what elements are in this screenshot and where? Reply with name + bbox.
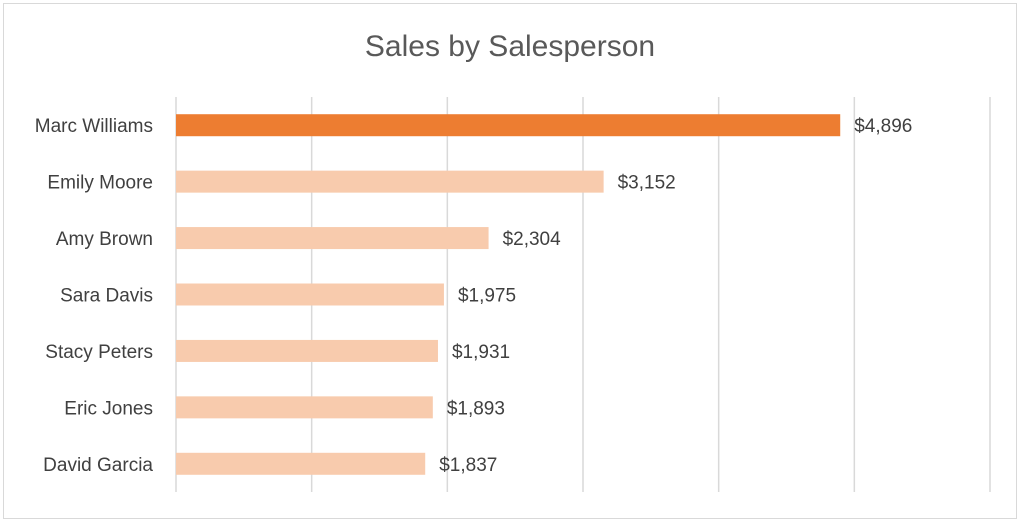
bar-eric-jones — [176, 396, 433, 419]
bars — [176, 114, 841, 475]
data-label: $2,304 — [503, 229, 562, 250]
labels: Marc Williams $4,896 Emily Moore $3,152 Amy … — [35, 116, 913, 476]
bar-amy-brown — [176, 227, 489, 250]
bar-sara-davis — [176, 283, 444, 306]
bar-stacy-peters — [176, 339, 438, 362]
chart-title: Sales by Salesperson — [365, 30, 655, 63]
data-label: $4,896 — [854, 116, 912, 137]
category-label: Stacy Peters — [45, 342, 153, 363]
chart-frame — [3, 3, 1017, 519]
category-label: Marc Williams — [35, 116, 153, 137]
category-label: Emily Moore — [47, 173, 153, 194]
category-label: Sara Davis — [60, 286, 153, 307]
data-label: $1,893 — [447, 398, 505, 419]
gridlines — [175, 97, 991, 492]
data-label: $3,152 — [618, 173, 676, 194]
bar-david-garcia — [176, 452, 426, 475]
data-label: $1,837 — [439, 455, 497, 476]
category-label: Eric Jones — [64, 398, 153, 419]
bar-marc-williams — [176, 114, 841, 137]
data-label: $1,931 — [452, 342, 510, 363]
category-label: David Garcia — [43, 455, 153, 476]
data-label: $1,975 — [458, 286, 516, 307]
category-label: Amy Brown — [56, 229, 153, 250]
bar-emily-moore — [176, 170, 604, 193]
